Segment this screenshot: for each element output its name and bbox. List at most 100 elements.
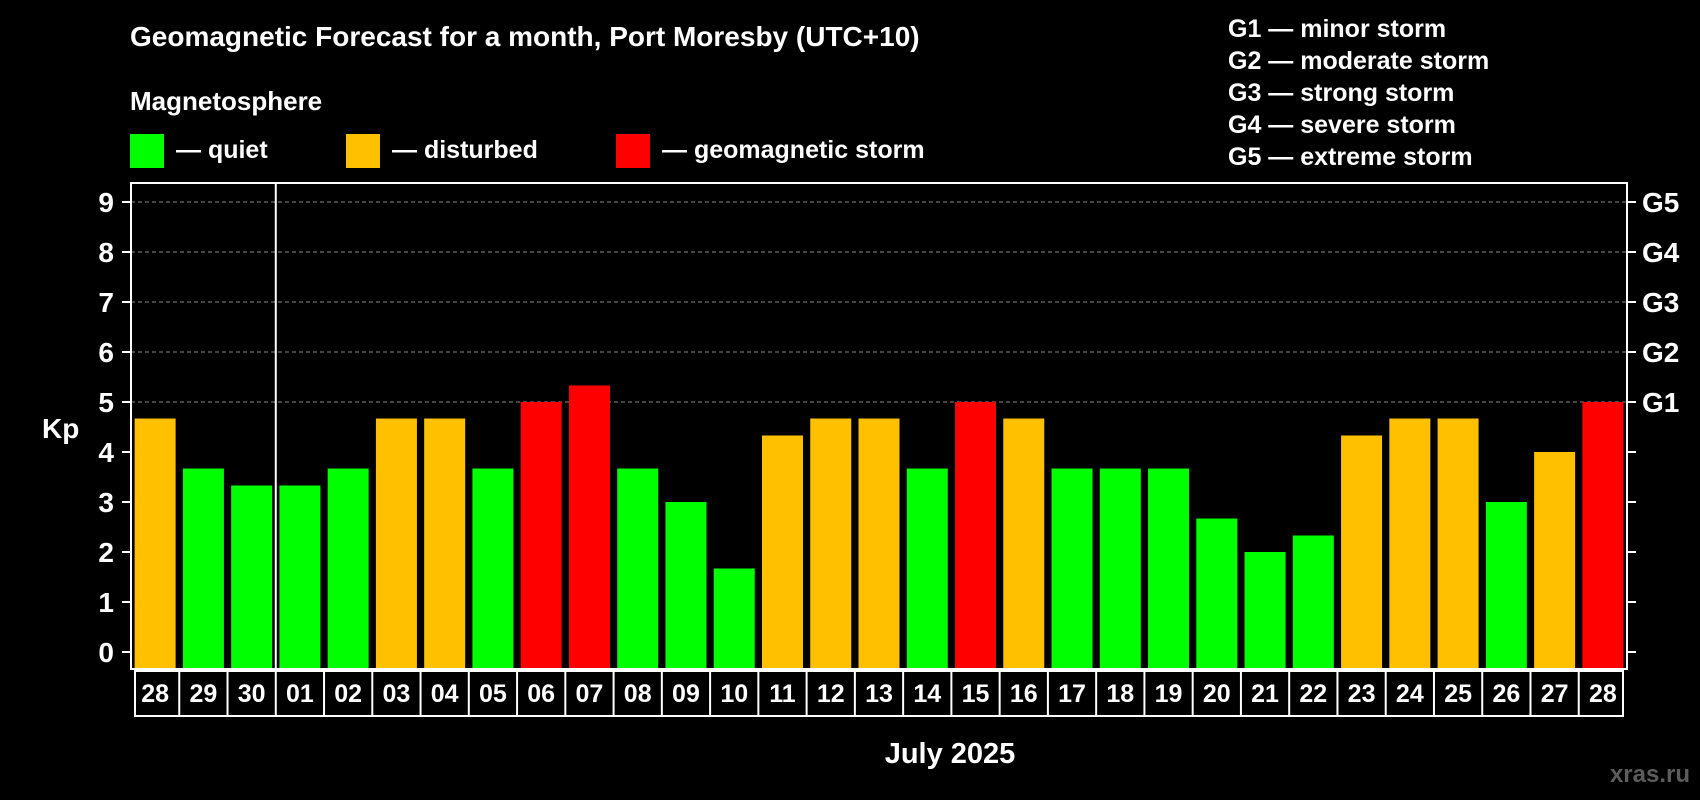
bar-23 <box>1341 435 1383 669</box>
storm-scale-item: G2 — moderate storm <box>1228 47 1489 75</box>
g-scale-label: G4 <box>1642 237 1680 268</box>
y-axis-label: Kp <box>42 413 79 444</box>
bar-30 <box>231 485 273 669</box>
bar-17 <box>1051 468 1093 669</box>
category-label: 10 <box>720 680 748 708</box>
bar-09 <box>665 502 707 669</box>
category-label: 23 <box>1348 680 1376 708</box>
y-tick-label: 2 <box>98 537 114 568</box>
category-label: 03 <box>383 680 411 708</box>
category-label: 24 <box>1396 680 1424 708</box>
category-label: 22 <box>1299 680 1327 708</box>
g-scale-label: G1 <box>1642 387 1679 418</box>
bar-03 <box>375 418 417 669</box>
legend-swatch-disturbed <box>346 134 380 168</box>
legend-swatch-storm <box>616 134 650 168</box>
y-tick-label: 1 <box>98 587 114 618</box>
chart-title: Geomagnetic Forecast for a month, Port M… <box>130 21 920 52</box>
category-label: 30 <box>238 680 266 708</box>
bar-05 <box>472 468 514 669</box>
g-scale-label: G5 <box>1642 187 1679 218</box>
category-label: 21 <box>1251 680 1279 708</box>
bar-08 <box>617 468 659 669</box>
category-label: 13 <box>865 680 893 708</box>
category-label: 29 <box>189 680 217 708</box>
bar-27 <box>1534 452 1576 669</box>
category-label: 05 <box>479 680 507 708</box>
storm-scale-item: G4 — severe storm <box>1228 111 1456 139</box>
bar-10 <box>713 568 755 669</box>
category-label: 12 <box>817 680 845 708</box>
g-scale-label: G2 <box>1642 337 1679 368</box>
grid <box>131 201 1627 403</box>
bar-28 <box>1582 402 1624 669</box>
g-scale-label: G3 <box>1642 287 1679 318</box>
chart-subtitle: Magnetosphere <box>130 86 322 116</box>
bar-20 <box>1196 518 1238 669</box>
category-label: 07 <box>576 680 604 708</box>
bar-06 <box>520 402 562 669</box>
legend-label-storm: — geomagnetic storm <box>662 136 925 164</box>
bar-25 <box>1437 418 1479 669</box>
bar-01 <box>279 485 321 669</box>
bar-29 <box>182 468 224 669</box>
category-labels: 28 29 30 01 02 03 04 05 06 07 08 09 10 11 12 13 14 15 16 17… <box>134 670 1624 717</box>
bar-16 <box>1003 418 1045 669</box>
category-label: 20 <box>1203 680 1231 708</box>
y-tick-label: 0 <box>98 637 114 668</box>
y-tick-label: 5 <box>98 387 114 418</box>
legend-label-quiet: — quiet <box>176 136 268 164</box>
x-axis-label: July 2025 <box>885 738 1016 770</box>
bar-24 <box>1389 418 1431 669</box>
category-label: 14 <box>913 680 941 708</box>
bar-28 <box>134 418 176 669</box>
bar-19 <box>1148 468 1190 669</box>
axes: 0 1 2 3 4 5 6 7 8 9 G1 G2 G3 G4 G5 <box>98 182 1680 670</box>
category-label: 06 <box>527 680 555 708</box>
category-label: 18 <box>1106 680 1134 708</box>
legend: — quiet — disturbed — geomagnetic storm <box>130 134 925 168</box>
y-tick-label: 3 <box>98 487 114 518</box>
category-label: 09 <box>672 680 700 708</box>
bar-11 <box>761 435 803 669</box>
category-frame <box>134 670 1624 717</box>
bar-21 <box>1244 552 1286 669</box>
y-tick-label: 6 <box>98 337 114 368</box>
y-tick-label: 4 <box>98 437 114 468</box>
category-label: 08 <box>624 680 652 708</box>
bar-12 <box>810 418 852 669</box>
category-label: 28 <box>1589 680 1617 708</box>
watermark: xras.ru <box>1610 761 1690 788</box>
category-label: 17 <box>1058 680 1086 708</box>
plot-frame <box>130 182 1628 670</box>
bar-13 <box>858 418 900 669</box>
bar-18 <box>1099 468 1141 669</box>
bar-14 <box>906 468 948 669</box>
category-label: 19 <box>1155 680 1183 708</box>
bar-15 <box>955 402 997 669</box>
storm-scale-item: G1 — minor storm <box>1228 15 1446 43</box>
category-label: 15 <box>962 680 990 708</box>
category-label: 28 <box>141 680 169 708</box>
category-label: 16 <box>1010 680 1038 708</box>
y-tick-label: 7 <box>98 287 114 318</box>
legend-swatch-quiet <box>130 134 164 168</box>
bar-07 <box>568 385 610 669</box>
storm-scale-legend: G1 — minor storm G2 — moderate storm G3 — … <box>1228 15 1489 171</box>
category-label: 01 <box>286 680 314 708</box>
storm-scale-item: G3 — strong storm <box>1228 79 1454 107</box>
bars <box>134 385 1624 669</box>
bar-26 <box>1485 502 1527 669</box>
category-label: 11 <box>769 680 796 708</box>
category-label: 26 <box>1492 680 1520 708</box>
bar-02 <box>327 468 369 669</box>
storm-scale-item: G5 — extreme storm <box>1228 143 1473 171</box>
category-label: 27 <box>1541 680 1569 708</box>
bar-04 <box>424 418 466 669</box>
legend-label-disturbed: — disturbed <box>392 136 538 164</box>
category-label: 25 <box>1444 680 1472 708</box>
y-tick-label: 9 <box>98 187 114 218</box>
bar-22 <box>1292 535 1334 669</box>
category-label: 04 <box>431 680 459 708</box>
